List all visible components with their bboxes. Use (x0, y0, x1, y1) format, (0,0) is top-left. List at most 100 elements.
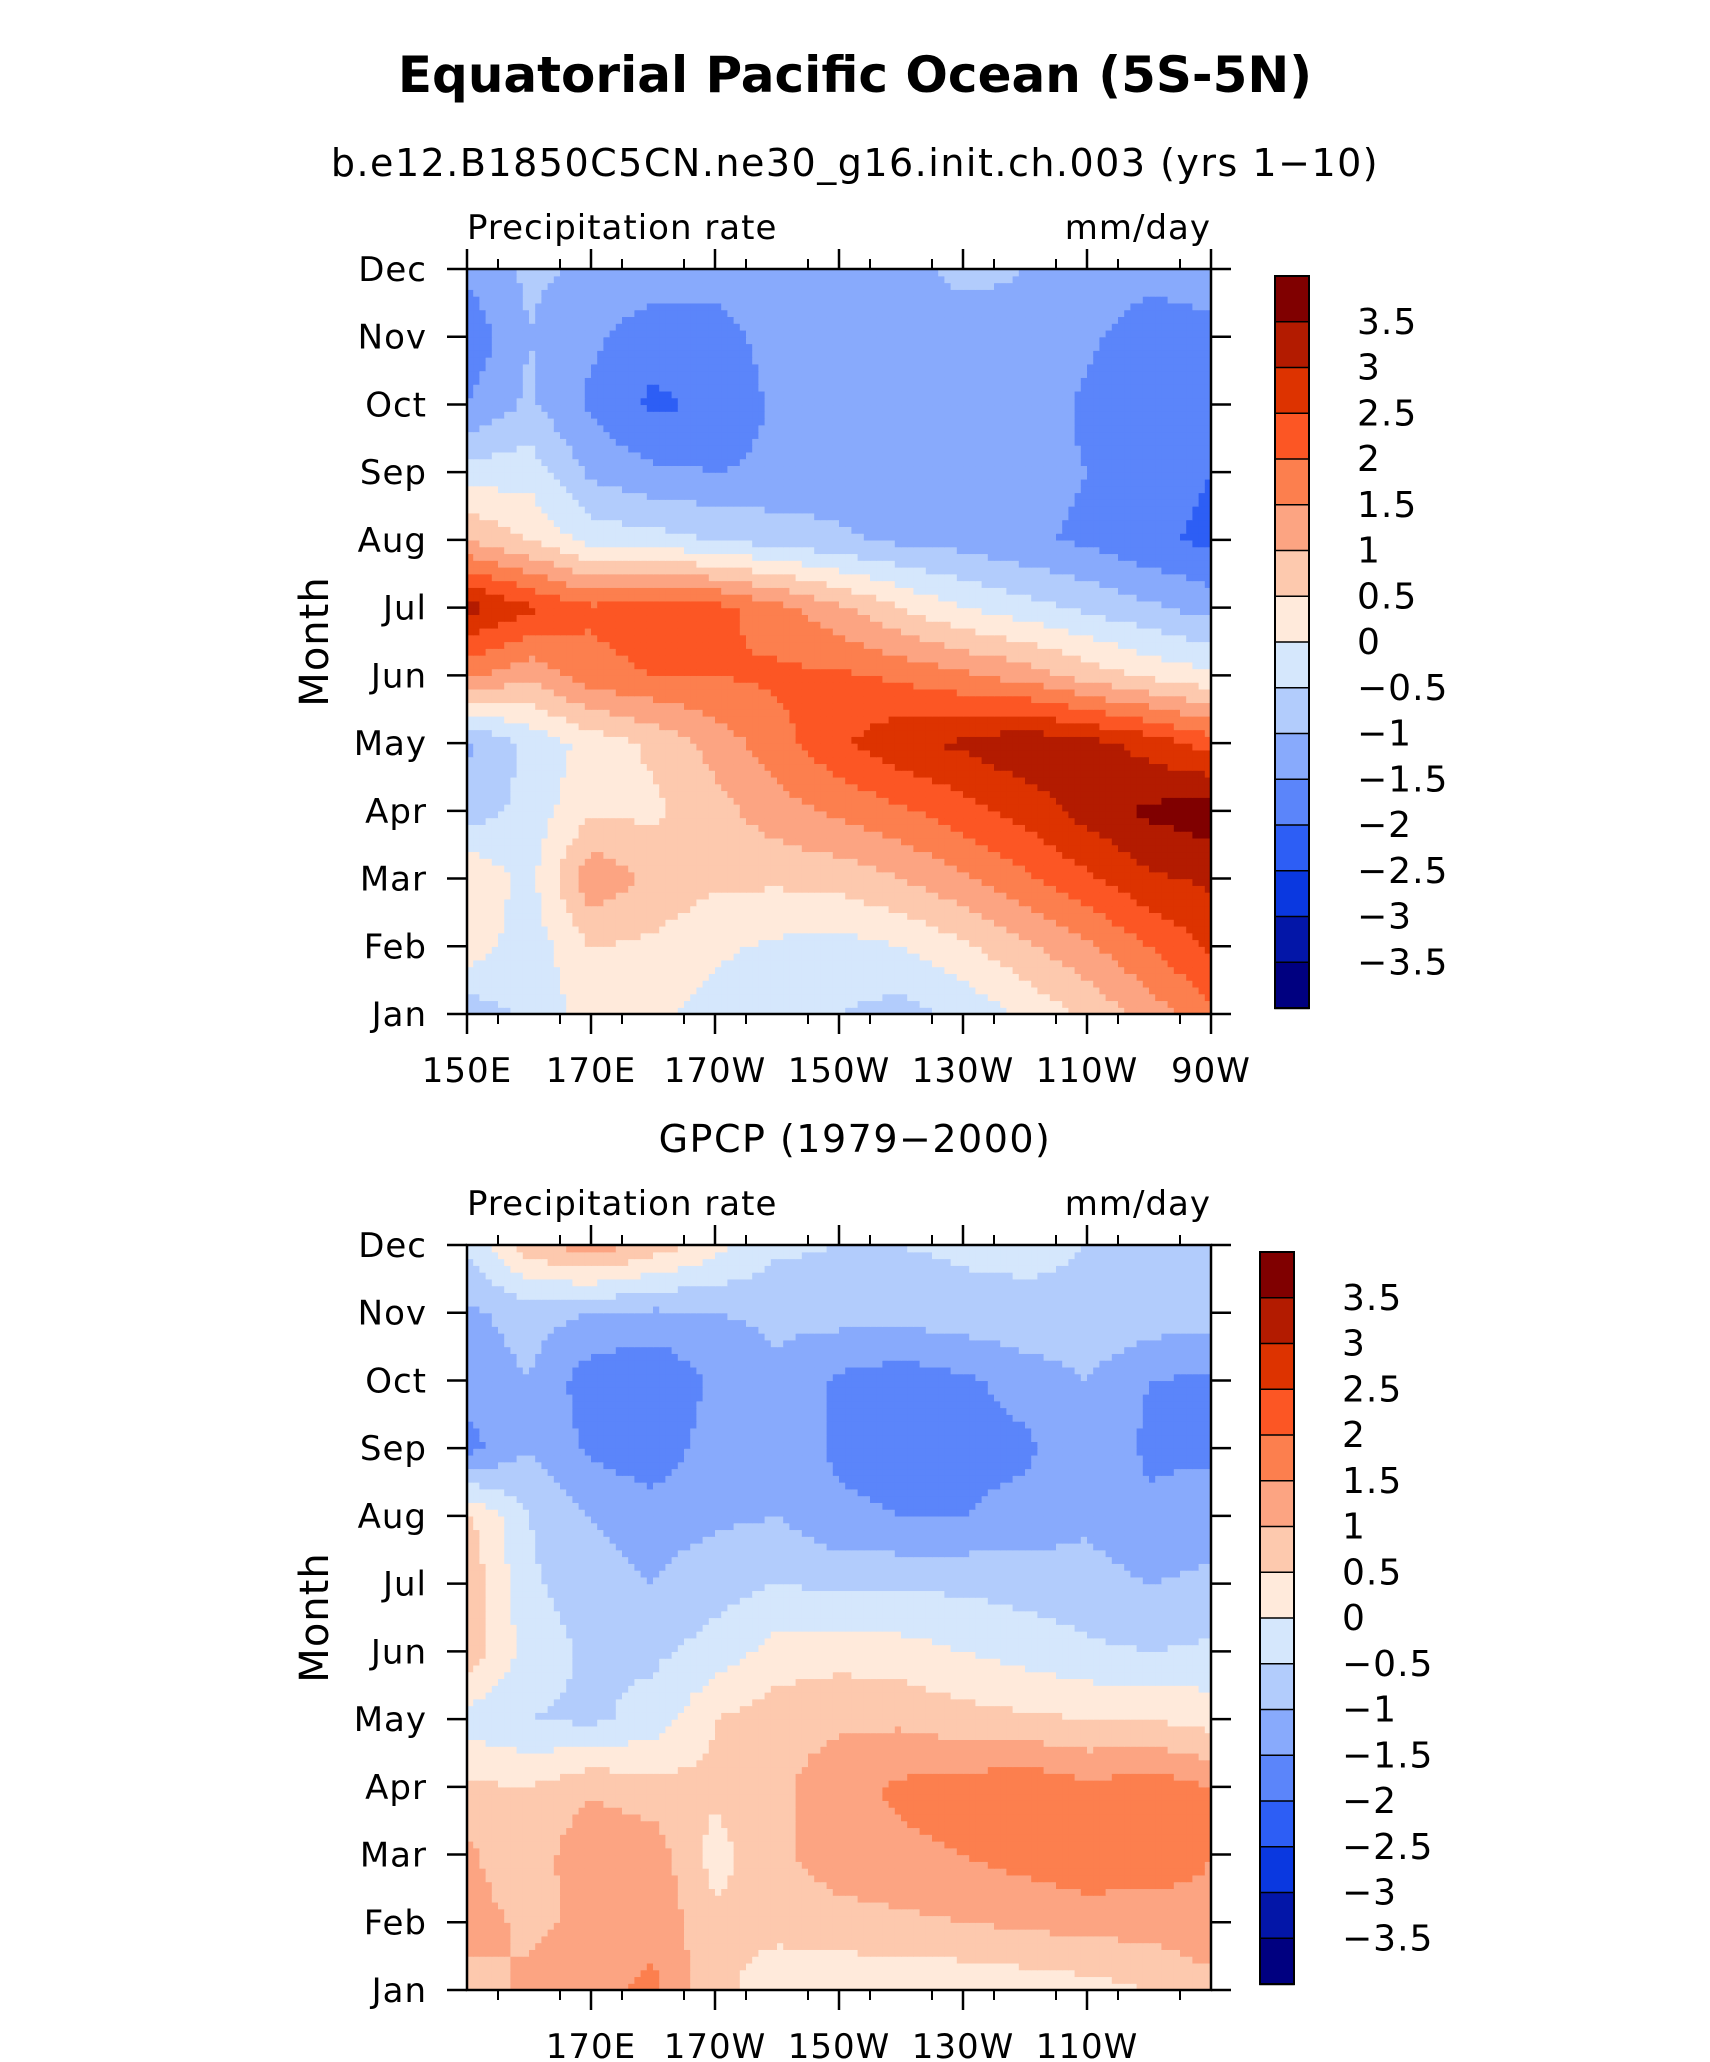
heatmap-cell (764, 763, 772, 771)
heatmap-cell (777, 892, 784, 900)
heatmap-cell (1124, 756, 1131, 765)
heatmap-cell (1161, 804, 1169, 812)
heatmap-cell (1186, 966, 1193, 974)
heatmap-cell (702, 824, 710, 832)
heatmap-cell (1142, 993, 1150, 1002)
heatmap-cell (758, 783, 766, 792)
heatmap-cell (876, 932, 883, 941)
heatmap-cell (467, 871, 474, 880)
heatmap-cell (739, 776, 747, 785)
heatmap-cell (516, 817, 524, 825)
heatmap-cell (491, 925, 499, 934)
heatmap-cell (1068, 878, 1076, 886)
heatmap-cell (1161, 953, 1169, 961)
heatmap-cell (727, 898, 735, 907)
heatmap-cell (975, 980, 983, 988)
heatmap-cell (1012, 797, 1020, 805)
heatmap-cell (1105, 776, 1113, 785)
heatmap-cell (1204, 804, 1211, 812)
heatmap-cell (1099, 790, 1107, 798)
heatmap-cell (1155, 980, 1162, 988)
heatmap-cell (727, 1007, 735, 1014)
heatmap-cell (1031, 993, 1038, 1002)
heatmap-cell (473, 919, 480, 927)
heatmap-cell (752, 817, 759, 825)
heatmap-cell (715, 844, 722, 853)
heatmap-cell (894, 831, 902, 839)
heatmap-cell (857, 892, 865, 900)
heatmap-cell (1006, 804, 1014, 812)
heatmap-cell (516, 851, 524, 859)
heatmap-cell (522, 743, 530, 751)
heatmap-cell (820, 837, 828, 846)
heatmap-cell (789, 824, 797, 832)
heatmap-cell (1192, 871, 1200, 880)
heatmap-cell (795, 993, 803, 1002)
heatmap-cell (721, 892, 728, 900)
heatmap-cell (795, 939, 803, 947)
heatmap-cell (932, 797, 939, 805)
heatmap-cell (826, 743, 834, 751)
heatmap-cell (1031, 736, 1038, 744)
heatmap-cell (1000, 804, 1007, 812)
heatmap-cell (1149, 898, 1156, 907)
heatmap-cell (1198, 770, 1206, 778)
heatmap-cell (615, 912, 623, 920)
heatmap-cell (1105, 912, 1113, 920)
heatmap-cell (1074, 980, 1082, 988)
heatmap-cell (808, 810, 815, 819)
heatmap-cell (603, 851, 611, 859)
heatmap-cell (1062, 925, 1069, 934)
heatmap-cell (795, 756, 803, 765)
heatmap-cell (832, 858, 840, 866)
heatmap-cell (615, 790, 623, 798)
heatmap-cell (764, 1000, 772, 1008)
heatmap-cell (857, 932, 865, 941)
heatmap-cell (820, 871, 828, 880)
heatmap-cell (1049, 1007, 1057, 1014)
heatmap-cell (801, 986, 809, 995)
units-label: mm/day (1065, 208, 1211, 248)
heatmap-cell (684, 817, 691, 825)
heatmap-cell (547, 905, 555, 914)
heatmap-cell (826, 817, 834, 825)
heatmap-cell (950, 797, 958, 805)
heatmap-cell (1161, 871, 1169, 880)
heatmap-cell (870, 898, 877, 907)
heatmap-cell (671, 804, 679, 812)
heatmap-cell (1049, 837, 1057, 846)
heatmap-cell (975, 776, 983, 785)
heatmap-cell (677, 1000, 685, 1008)
heatmap-cell (758, 885, 766, 893)
heatmap-cell (1155, 756, 1162, 765)
heatmap-cell (876, 749, 883, 758)
heatmap-cell (603, 1000, 611, 1008)
heatmap-cell (659, 925, 666, 934)
heatmap-cell (1062, 865, 1069, 873)
heatmap-cell (783, 919, 790, 927)
heatmap-cell (1000, 831, 1007, 839)
heatmap-cell (1136, 973, 1144, 981)
heatmap-cell (671, 953, 679, 961)
heatmap-cell (882, 763, 890, 771)
heatmap-cell (535, 871, 542, 880)
heatmap-cell (1161, 763, 1169, 771)
heatmap-cell (938, 736, 945, 744)
heatmap-cell (529, 817, 536, 825)
heatmap-cell (566, 858, 573, 866)
heatmap-cell (746, 993, 753, 1002)
heatmap-cell (609, 925, 617, 934)
heatmap-cell (696, 865, 704, 873)
heatmap-cell (510, 776, 518, 785)
heatmap-cell (566, 973, 573, 981)
heatmap-cell (777, 953, 784, 961)
heatmap-cell (801, 959, 809, 968)
heatmap-cell (1142, 980, 1150, 988)
heatmap-cell (801, 790, 809, 798)
heatmap-cell (721, 905, 728, 914)
heatmap-cell (677, 844, 685, 853)
heatmap-cell (956, 790, 964, 798)
heatmap-cell (615, 851, 623, 859)
heatmap-cell (820, 736, 828, 744)
heatmap-cell (684, 804, 691, 812)
